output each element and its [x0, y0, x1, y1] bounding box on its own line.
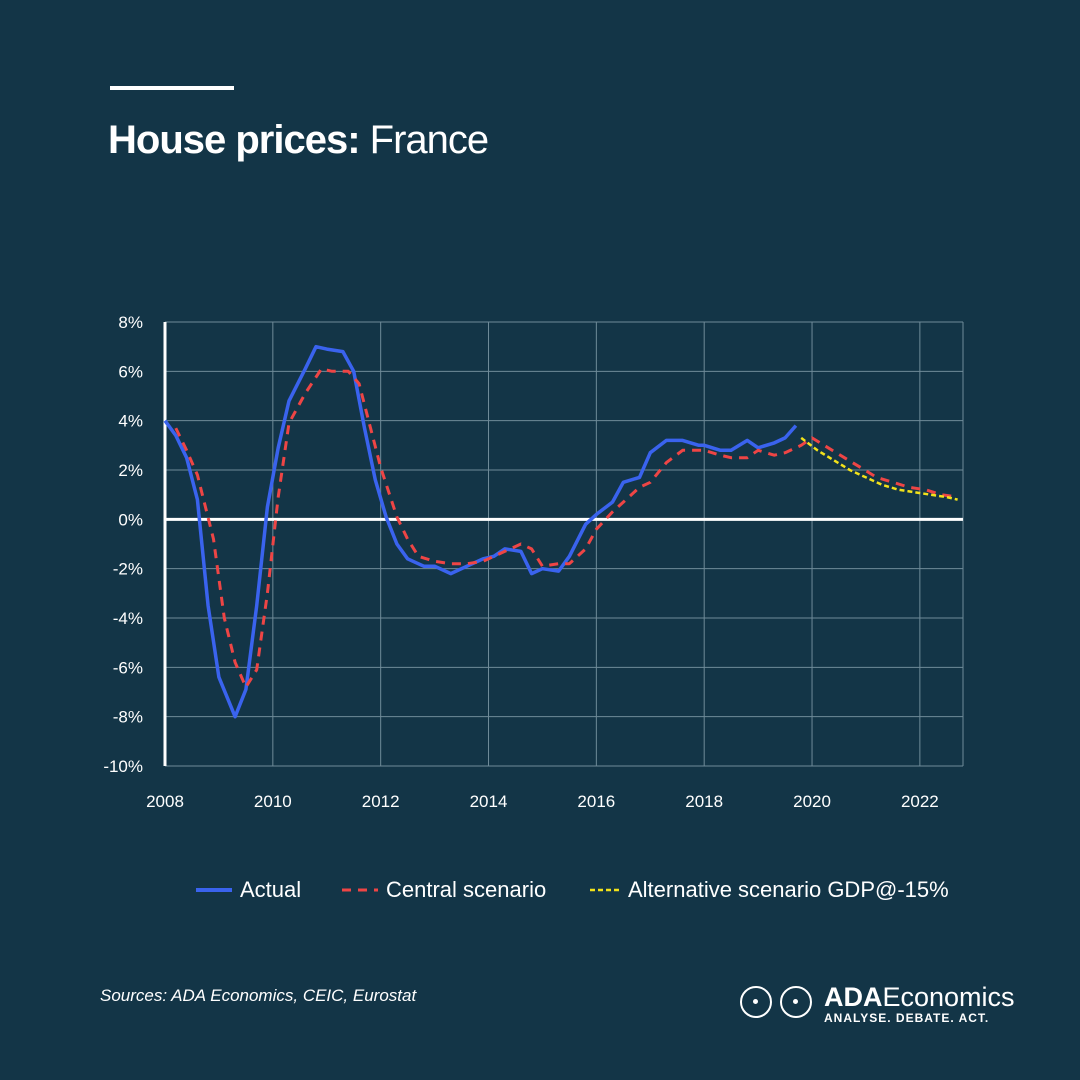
x-tick-label: 2018: [685, 792, 723, 811]
legend-label-alternative: Alternative scenario GDP@-15%: [628, 877, 949, 902]
chart-axes: [163, 322, 963, 766]
series-line-actual: [163, 344, 798, 719]
chart-legend: Actual Central scenario Alternative scen…: [0, 872, 1080, 908]
chart-title-light: France: [369, 118, 489, 162]
y-tick-label: 2%: [118, 461, 143, 480]
logo-tagline: ANALYSE. DEBATE. ACT.: [824, 1011, 990, 1025]
y-tick-label: -8%: [113, 708, 143, 727]
chart-title-bold: House prices:: [108, 118, 361, 162]
legend-swatch-central: [342, 888, 378, 892]
x-tick-label: 2022: [901, 792, 939, 811]
y-tick-label: -10%: [103, 757, 143, 776]
ada-economics-logo: ADAEconomics ANALYSE. DEBATE. ACT.: [740, 980, 1050, 1030]
chart-title: House prices: France: [108, 118, 489, 163]
y-tick-label: -4%: [113, 609, 143, 628]
legend-swatch-actual: [196, 888, 232, 892]
chart-grid: [165, 321, 964, 767]
x-tick-label: 2008: [146, 792, 184, 811]
chart-tick-labels: 8% 6% 4% 2% 0% -2% -4% -6% -8% -10%2008 2010 2012 20…: [103, 313, 938, 811]
legend-item-alternative: Alternative scenario GDP@-15%: [590, 872, 949, 908]
chart-series: [163, 344, 958, 719]
y-tick-label: -6%: [113, 658, 143, 677]
legend-swatch-alternative: [590, 888, 622, 892]
y-tick-label: 6%: [118, 362, 143, 381]
y-tick-label: -2%: [113, 560, 143, 579]
y-tick-label: 0%: [118, 510, 143, 529]
logo-circle-icon: [740, 986, 772, 1018]
logo-name: ADAEconomics: [824, 982, 1015, 1012]
x-tick-label: 2020: [793, 792, 831, 811]
x-tick-label: 2012: [362, 792, 400, 811]
x-tick-label: 2010: [254, 792, 292, 811]
legend-item-central: Central scenario: [342, 872, 546, 908]
title-accent-rule: [110, 86, 234, 90]
y-tick-label: 8%: [118, 313, 143, 332]
legend-label-actual: Actual: [240, 877, 302, 902]
series-line-alternative-scenario-gdp-15: [800, 436, 958, 501]
legend-item-actual: Actual: [196, 872, 301, 908]
y-tick-label: 4%: [118, 412, 143, 431]
x-tick-label: 2014: [470, 792, 508, 811]
logo-circle-icon: [780, 986, 812, 1018]
sources-note: Sources: ADA Economics, CEIC, Eurostat: [100, 986, 417, 1005]
legend-label-central: Central scenario: [386, 877, 547, 902]
x-tick-label: 2016: [577, 792, 615, 811]
series-line-central-scenario: [174, 367, 958, 689]
